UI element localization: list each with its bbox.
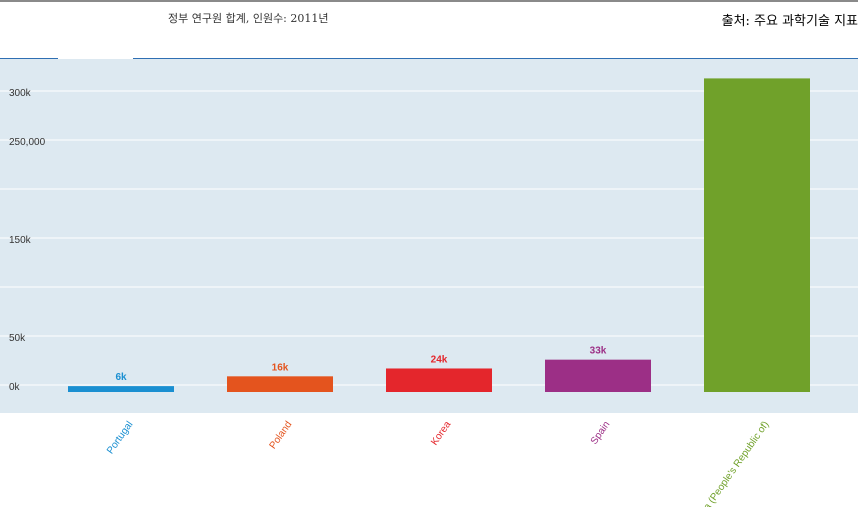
y-tick-label: 300k xyxy=(9,88,32,99)
bar-value-label: 33k xyxy=(590,346,607,357)
y-tick-label: 0k xyxy=(9,382,21,393)
y-tick-label: 150k xyxy=(9,235,32,246)
x-category-label: Poland xyxy=(268,419,295,451)
bar xyxy=(227,376,333,392)
source-label: 출처: 주요 과학기술 지표 xyxy=(721,14,858,29)
top-border xyxy=(0,0,858,2)
bar xyxy=(386,368,492,392)
bars: 6k 16k 24k 33k xyxy=(68,78,810,393)
bar-value-label: 16k xyxy=(272,362,289,373)
bar xyxy=(704,78,810,393)
bar-value-label: 6k xyxy=(115,372,127,383)
bar xyxy=(545,359,651,392)
x-category-label: Korea xyxy=(429,419,454,448)
chart-title: 정부 연구원 합계, 인원수: 2011년 xyxy=(168,12,329,25)
y-tick-label: 50k xyxy=(9,333,26,344)
x-category-label: Spain xyxy=(589,419,613,446)
header-divider xyxy=(0,58,858,59)
bar-chart: 0k 50k 150k 250,000 300k 6k 16k 24k 33k Portuga… xyxy=(0,59,858,507)
x-category-label: Portugal xyxy=(105,419,135,456)
y-tick-label: 250,000 xyxy=(9,137,46,148)
y-axis-ticks: 0k 50k 150k 250,000 300k xyxy=(9,88,46,393)
bar-value-label: 24k xyxy=(431,354,448,365)
active-tab-indicator xyxy=(58,57,133,60)
x-axis-labels: Portugal Poland Korea Spain China (People's … xyxy=(105,419,771,507)
x-category-label: China (People's Republic of) xyxy=(690,419,772,507)
bar xyxy=(68,386,174,392)
